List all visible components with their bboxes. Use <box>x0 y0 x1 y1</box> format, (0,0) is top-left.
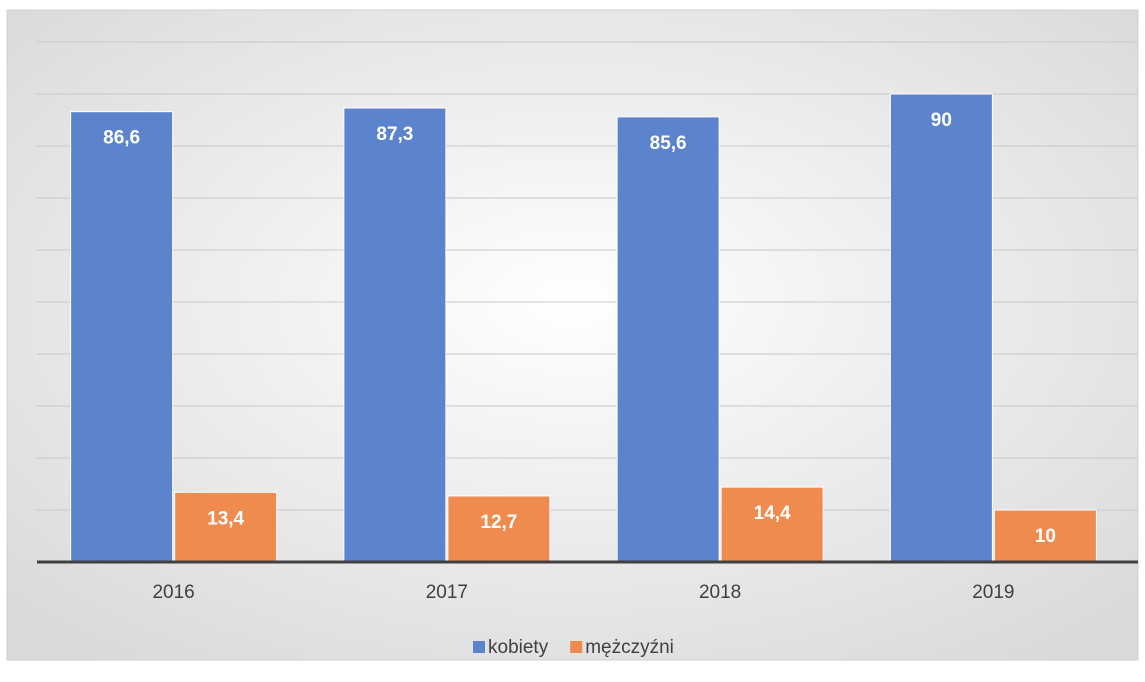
legend-swatch <box>473 641 485 653</box>
data-label: 85,6 <box>650 133 687 154</box>
data-label: 90 <box>931 110 952 131</box>
x-tick-label: 2019 <box>972 582 1014 603</box>
data-label: 86,6 <box>103 128 140 149</box>
data-label: 12,7 <box>480 512 517 533</box>
bar <box>174 491 278 563</box>
x-tick-label: 2018 <box>699 582 741 603</box>
legend-label: kobiety <box>488 637 549 658</box>
legend-label: mężczyźni <box>585 637 674 658</box>
bar <box>343 107 447 563</box>
bar <box>889 93 993 563</box>
data-label: 87,3 <box>376 124 413 145</box>
data-label: 10 <box>1035 526 1056 547</box>
data-label: 13,4 <box>207 508 244 529</box>
bar <box>70 111 174 563</box>
x-tick-label: 2016 <box>152 582 194 603</box>
bar <box>616 116 720 563</box>
bar <box>447 495 551 563</box>
x-tick-label: 2017 <box>426 582 468 603</box>
bar <box>720 486 824 563</box>
bar <box>993 509 1097 563</box>
legend-swatch <box>570 641 583 653</box>
data-label: 14,4 <box>754 503 791 524</box>
